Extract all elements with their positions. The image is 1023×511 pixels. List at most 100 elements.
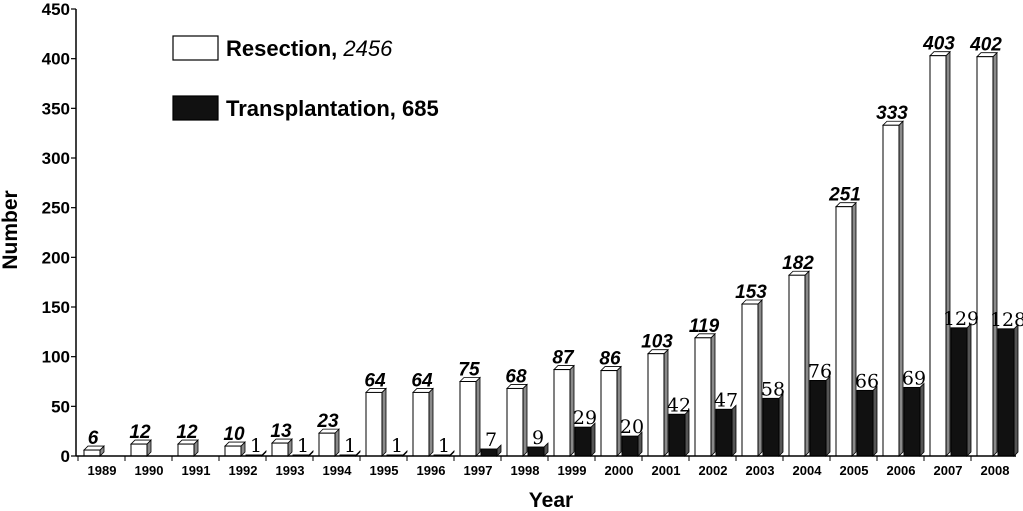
data-label-resection: 103 (641, 332, 673, 353)
bar-transplantation (621, 435, 639, 457)
x-tick-label: 1989 (88, 463, 117, 478)
bar-transplantation-side (731, 404, 737, 457)
x-tick-label: 2001 (652, 463, 681, 478)
data-label-transplantation: 129 (943, 308, 979, 330)
x-tick-label: 1997 (464, 463, 493, 478)
x-tick-label: 1998 (511, 463, 540, 478)
x-tick-label: 2004 (793, 463, 823, 478)
bar-transplantation-side (872, 385, 878, 457)
data-label-resection: 333 (876, 103, 908, 124)
data-label-resection: 86 (599, 349, 621, 370)
y-tick-label: 100 (42, 348, 70, 367)
data-label-transplantation: 1 (391, 435, 403, 457)
bar-transplantation (574, 426, 592, 457)
legend-swatch-transplantation (172, 95, 219, 121)
data-label-resection: 64 (411, 370, 433, 391)
bar-resection-side (898, 120, 904, 457)
data-label-transplantation: 76 (808, 361, 832, 383)
bar-resection-side (475, 376, 481, 457)
data-label-resection: 6 (88, 428, 99, 449)
bar-transplantation (856, 389, 874, 457)
y-tick-label: 0 (61, 447, 70, 466)
data-label-transplantation: 9 (532, 427, 544, 449)
data-label-transplantation: 7 (485, 429, 497, 451)
data-label-resection: 75 (458, 360, 480, 381)
data-label-transplantation: 47 (714, 389, 738, 411)
bar-resection (224, 445, 242, 457)
data-label-resection: 10 (223, 424, 245, 445)
legend-swatch-resection (172, 35, 219, 61)
data-label-resection: 403 (922, 34, 955, 55)
bar-transplantation (997, 328, 1015, 457)
x-tick-label: 1994 (323, 463, 353, 478)
data-label-transplantation: 66 (855, 370, 879, 392)
bar-resection (647, 353, 665, 457)
data-label-transplantation: 1 (297, 435, 309, 457)
data-label-transplantation: 58 (761, 378, 785, 400)
bar-resection (694, 337, 712, 457)
data-label-resection: 182 (782, 253, 814, 274)
data-label-transplantation: 29 (573, 407, 597, 429)
x-tick-label: 2007 (934, 463, 963, 478)
y-tick-label: 200 (42, 248, 70, 267)
y-tick-label: 150 (42, 298, 70, 317)
bar-resection (271, 442, 289, 457)
data-label-resection: 119 (689, 316, 720, 337)
data-label-transplantation: 1 (344, 435, 356, 457)
bar-resection (553, 369, 571, 457)
data-label-resection: 68 (505, 366, 527, 387)
bar-resection (365, 391, 383, 457)
data-label-transplantation: 1 (438, 435, 450, 457)
data-label-transplantation: 69 (902, 367, 926, 389)
data-label-resection: 13 (270, 421, 292, 442)
legend-label-resection: Resection, 2456 (226, 36, 393, 61)
bar-resection (788, 274, 806, 457)
bar-resection-side (851, 201, 857, 457)
bar-resection (600, 370, 618, 457)
bar-transplantation-side (496, 444, 502, 457)
bar-transplantation-side (966, 322, 972, 457)
bar-transplantation (668, 413, 686, 457)
data-label-resection: 153 (735, 282, 767, 303)
bar-transplantation-side (825, 375, 831, 457)
y-tick-label: 350 (42, 99, 70, 118)
x-tick-label: 2002 (699, 463, 728, 478)
data-label-resection: 12 (129, 422, 151, 443)
legend-label-transplantation: Transplantation, 685 (226, 96, 439, 121)
bar-resection-side (945, 50, 951, 457)
bar-transplantation (950, 327, 968, 457)
x-tick-label: 1993 (276, 463, 305, 478)
x-tick-label: 2005 (840, 463, 869, 478)
data-label-transplantation: 20 (620, 416, 644, 438)
bar-resection-side (381, 387, 387, 457)
data-label-transplantation: 42 (667, 394, 691, 416)
bar-resection (929, 55, 947, 457)
data-label-resection: 402 (969, 35, 1002, 56)
x-tick-label: 1996 (417, 463, 446, 478)
x-tick-label: 1992 (229, 463, 258, 478)
bar-transplantation (762, 397, 780, 457)
bar-resection (318, 432, 336, 457)
bar-resection (130, 443, 148, 457)
data-label-resection: 251 (828, 185, 861, 206)
bar-transplantation (809, 380, 827, 457)
y-tick-label: 450 (42, 0, 70, 19)
bar-resection (412, 391, 430, 457)
y-axis-title: Number (0, 190, 22, 269)
bar-transplantation-side (919, 382, 925, 457)
bar-resection (976, 56, 994, 457)
x-axis-title: Year (529, 489, 573, 511)
bar-resection-side (334, 428, 340, 457)
x-tick-label: 2008 (981, 463, 1010, 478)
bar-resection (459, 381, 477, 457)
bar-resection-side (428, 387, 434, 457)
bar-resection-side (522, 383, 528, 457)
data-label-resection: 23 (316, 411, 339, 432)
bar-resection (177, 443, 195, 457)
bar-transplantation-side (1013, 323, 1019, 457)
data-label-resection: 64 (364, 370, 386, 391)
bar-transplantation-side (778, 393, 784, 457)
x-tick-label: 1991 (182, 463, 211, 478)
